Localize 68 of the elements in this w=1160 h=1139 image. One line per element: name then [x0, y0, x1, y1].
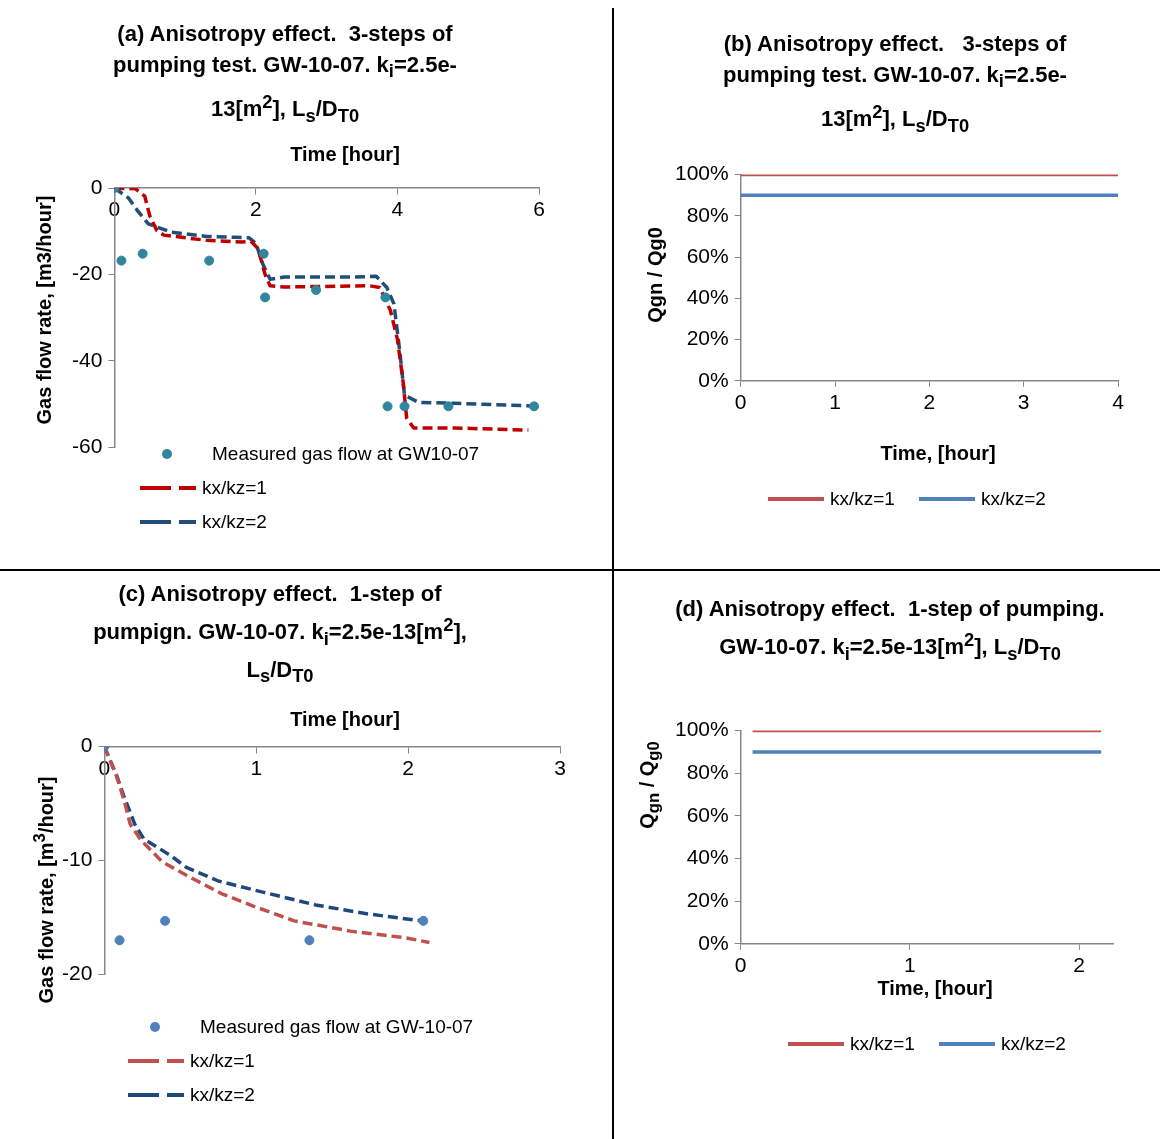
point — [399, 401, 410, 412]
x-tick-label: 3 — [1017, 390, 1030, 414]
point — [160, 915, 171, 926]
x-tick-label: 1 — [250, 756, 263, 779]
point — [443, 401, 454, 412]
x-tick-label: 2 — [402, 756, 414, 779]
point — [529, 401, 539, 412]
x-tick-label: 2 — [1073, 953, 1085, 977]
chart-title: (b) Anisotropy effect. 3-steps of pumping test. GW-10-07. k$_{i}$=2.5e-13[m$^{2}$], L$_{s}$/D$_{T0}$ — [723, 31, 1067, 137]
y-tick-label: 40% — [686, 845, 729, 869]
y-axis-title: Gas flow rate, [m3/hour] — [32, 195, 56, 425]
legend-label: kx/kz=2 — [190, 1084, 255, 1106]
point — [382, 401, 393, 412]
x-tick-label: 4 — [1112, 390, 1125, 414]
x-tick-label: 2 — [250, 197, 262, 221]
y-tick-label: 20% — [686, 326, 729, 350]
y-tick-label: 80% — [686, 760, 729, 784]
y-tick-label: 60% — [686, 243, 729, 267]
y-tick-label: -10 — [61, 847, 93, 871]
legend-label: Measured gas flow at GW-10-07 — [200, 1016, 474, 1038]
x-tick-label: 3 — [554, 756, 566, 779]
legend-label: kx/kz=1 — [202, 477, 267, 499]
legend-label: kx/kz=1 — [190, 1050, 255, 1072]
chart-title: (a) Anisotropy effect. 3-steps of pumping test. GW-10-07. k$_{i}$=2.5e-13[m$^{2}$], L$_{s}$/D$_{T0}$ — [113, 21, 457, 127]
point — [137, 248, 148, 259]
y-tick-label: -20 — [71, 261, 103, 285]
y-tick-label: 100% — [674, 161, 729, 185]
chart-title: (c) Anisotropy effect. 1-step of pumpign. GW-10-07. k$_{i}$=2.5e-13[m$^{2}$], L$_{s}$/D$_{T0}$ — [93, 581, 467, 687]
x-axis-title: Time, [hour] — [877, 977, 993, 1000]
legend-label: kx/kz=2 — [980, 488, 1046, 510]
x-tick-label: 1 — [904, 953, 916, 977]
y-tick-label: -60 — [71, 434, 103, 458]
x-tick-label: 2 — [923, 390, 936, 414]
point — [258, 248, 269, 259]
point — [418, 915, 429, 926]
point — [260, 292, 271, 303]
y-tick-label: -20 — [61, 961, 93, 985]
legend-label: kx/kz=2 — [202, 511, 267, 533]
point — [304, 935, 315, 946]
legend-label: kx/kz=1 — [850, 1033, 915, 1055]
x-tick-label: 0 — [734, 390, 747, 414]
point — [204, 255, 215, 266]
y-tick-label: 40% — [686, 285, 729, 309]
y-tick-label: -40 — [71, 347, 103, 371]
x-axis-title: Time [hour] — [290, 143, 400, 166]
point — [380, 292, 391, 303]
point — [116, 255, 127, 266]
y-tick-label: 0 — [90, 174, 103, 198]
x-tick-label: 6 — [533, 197, 545, 221]
point — [114, 935, 125, 946]
y-tick-label: 0% — [698, 367, 729, 391]
y-tick-label: 20% — [686, 887, 729, 911]
legend-label: Measured gas flow at GW10-07 — [212, 443, 480, 465]
chart-title: (d) Anisotropy effect. 1-step of pumping. GW-10-07. k$_{i}$=2.5e-13[m$^{2}$], L$_{s}$/D$_{T0}$ — [675, 596, 1105, 664]
point — [311, 285, 322, 296]
x-tick-label: 0 — [734, 953, 747, 977]
y-axis-title: Qgn / Qg0 — [643, 227, 667, 323]
x-axis-title: Time [hour] — [290, 708, 400, 731]
y-tick-label: 0% — [698, 930, 729, 954]
x-tick-label: 4 — [391, 197, 404, 221]
y-tick-label: 80% — [686, 202, 729, 226]
legend-label: kx/kz=2 — [1000, 1033, 1066, 1055]
x-axis-title: Time, [hour] — [880, 442, 996, 465]
y-tick-label: 60% — [686, 802, 729, 826]
y-tick-label: 0 — [80, 733, 93, 757]
y-tick-label: 100% — [674, 717, 729, 741]
legend-label: kx/kz=1 — [830, 488, 895, 510]
x-tick-label: 1 — [829, 390, 841, 414]
